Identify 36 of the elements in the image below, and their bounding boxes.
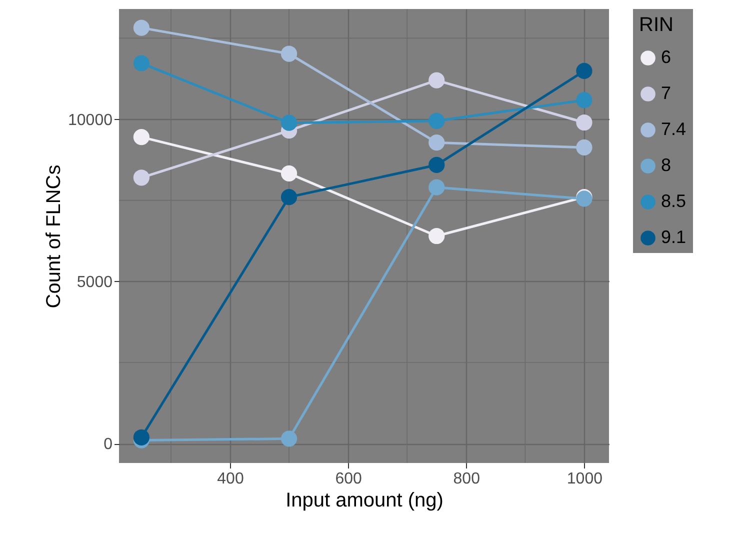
point [280,189,298,206]
point [133,170,150,186]
point [133,55,150,72]
point [428,72,445,88]
legend-label: 8 [661,155,672,175]
y-axis-title: Count of FLNCs [43,164,66,308]
point [428,156,445,174]
point [133,129,150,146]
point [428,112,445,129]
point [133,429,150,446]
x-tick-label: 400 [217,470,244,488]
point [576,62,592,79]
point [428,179,445,196]
y-tick-label: 10000 [68,112,113,129]
x-tick-label: 600 [335,470,362,488]
point [133,20,150,36]
y-tick-label: 0 [104,436,113,454]
point [280,114,298,131]
point [576,92,592,108]
legend-label: 7.4 [661,119,686,139]
point [428,228,445,244]
x-axis-title: Input amount (ng) [286,490,444,512]
point [576,139,592,156]
x-tick-label: 1000 [566,470,603,488]
point [280,430,298,447]
legend-label: 6 [661,47,672,67]
point [428,134,445,151]
legend-label: 7 [661,83,672,103]
legend-title: RIN [639,14,674,36]
point [280,165,298,182]
point [280,46,298,62]
point [576,114,592,131]
x-tick-label: 800 [453,470,480,488]
legend-label: 8.5 [661,191,686,211]
legend-label: 9.1 [661,227,686,247]
y-tick-label: 5000 [76,274,113,291]
